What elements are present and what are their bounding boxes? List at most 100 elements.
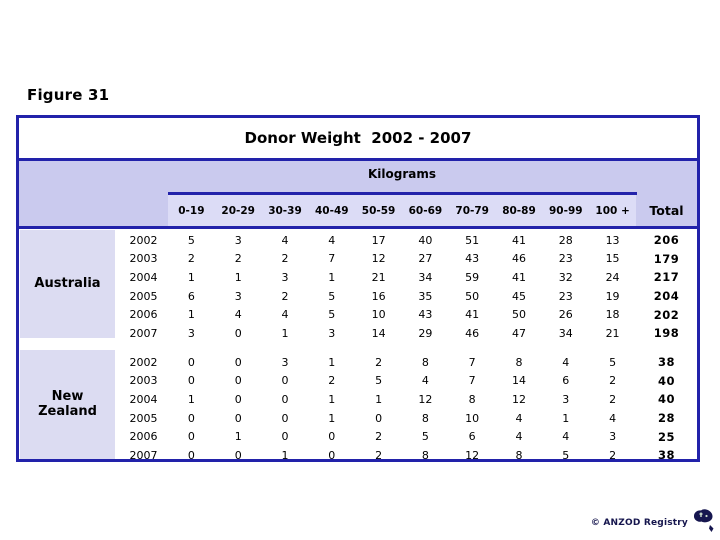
value-cell: 4 <box>281 233 289 247</box>
weight-range-header: 0-19 <box>178 204 205 217</box>
value-cell: 0 <box>187 411 195 425</box>
table-row: 2006 0 1 0 0 2 5 6 4 4 3 25 <box>119 427 697 446</box>
value-cell: 21 <box>371 270 386 284</box>
value-cell: 0 <box>234 374 242 388</box>
value-cell: 0 <box>281 374 289 388</box>
value-cell: 4 <box>515 430 523 444</box>
value-cell: 4 <box>609 411 617 425</box>
value-cell: 4 <box>328 233 336 247</box>
weight-range-header: 40-49 <box>314 204 349 217</box>
value-cell: 0 <box>281 430 289 444</box>
value-cell: 2 <box>234 252 242 266</box>
value-cell: 1 <box>234 430 242 444</box>
value-cell: 4 <box>234 308 242 322</box>
total-cell: 28 <box>657 411 675 426</box>
value-cell: 29 <box>418 326 433 340</box>
value-cell: 3 <box>234 289 242 303</box>
table-row: 2005 0 0 0 1 0 8 10 4 1 4 28 <box>119 409 697 428</box>
value-cell: 4 <box>515 411 523 425</box>
table-row: 2003 2 2 2 7 12 27 43 46 23 15 179 <box>119 250 697 269</box>
value-cell: 41 <box>511 270 526 284</box>
value-cell: 45 <box>511 289 526 303</box>
rows-new-zealand: 2002 0 0 3 1 2 8 7 8 4 5 38 2003 0 0 0 2 5 4 7 14 6 2 40 2004 1 0 0… <box>119 353 697 465</box>
value-cell: 0 <box>281 392 289 406</box>
total-cell: 198 <box>653 326 680 341</box>
table-row: 2003 0 0 0 2 5 4 7 14 6 2 40 <box>119 372 697 391</box>
value-cell: 3 <box>562 392 570 406</box>
table-title: Donor Weight 2002 - 2007 <box>19 118 697 161</box>
year-cell: 2002 <box>129 355 158 369</box>
value-cell: 2 <box>609 448 617 462</box>
weight-range-header: 80-89 <box>502 204 536 217</box>
value-cell: 23 <box>558 289 573 303</box>
value-cell: 34 <box>558 326 573 340</box>
value-cell: 50 <box>465 289 480 303</box>
value-cell: 7 <box>328 252 336 266</box>
value-cell: 16 <box>371 289 386 303</box>
value-cell: 1 <box>187 392 195 406</box>
value-cell: 1 <box>328 392 336 406</box>
donor-weight-table: Donor Weight 2002 - 2007 Kilograms 0-19 2… <box>16 115 700 462</box>
weight-range-header: 30-39 <box>268 204 302 217</box>
value-cell: 8 <box>421 355 429 369</box>
rows-australia: 2002 5 3 4 4 17 40 51 41 28 13 206 2003 2 2 2 7 12 27 43 46 2… <box>119 231 697 343</box>
value-cell: 1 <box>328 411 336 425</box>
value-cell: 10 <box>371 308 386 322</box>
value-cell: 2 <box>328 374 336 388</box>
value-cell: 8 <box>468 392 476 406</box>
value-cell: 0 <box>234 411 242 425</box>
weight-range-header: 50-59 <box>361 204 396 217</box>
value-cell: 21 <box>605 326 620 340</box>
table-row: 2004 1 0 0 1 1 12 8 12 3 2 40 <box>119 390 697 409</box>
weight-range-header: 70-79 <box>455 204 489 217</box>
value-cell: 41 <box>511 233 526 247</box>
year-cell: 2006 <box>129 430 158 444</box>
value-cell: 1 <box>328 270 336 284</box>
value-cell: 1 <box>562 411 570 425</box>
group-label-australia: Australia <box>20 230 115 338</box>
value-cell: 12 <box>371 252 386 266</box>
value-cell: 3 <box>609 430 617 444</box>
value-cell: 4 <box>562 355 570 369</box>
value-cell: 0 <box>187 448 195 462</box>
value-cell: 51 <box>465 233 480 247</box>
value-cell: 5 <box>609 355 617 369</box>
value-cell: 5 <box>421 430 429 444</box>
weight-range-header: 20-29 <box>221 204 255 217</box>
total-cell: 38 <box>657 448 675 463</box>
value-cell: 14 <box>371 326 386 340</box>
year-cell: 2003 <box>129 374 158 388</box>
table-header-band: Kilograms 0-19 20-29 30-39 40-49 50-59 60-69 7… <box>19 161 697 229</box>
value-cell: 1 <box>281 448 289 462</box>
weight-range-header: 60-69 <box>408 204 443 217</box>
table-row: 2005 6 3 2 5 16 35 50 45 23 19 204 <box>119 287 697 306</box>
value-cell: 5 <box>375 374 383 388</box>
table-row: 2002 5 3 4 4 17 40 51 41 28 13 206 <box>119 231 697 250</box>
year-cell: 2005 <box>129 411 158 425</box>
units-underline <box>168 192 637 195</box>
total-cell: 179 <box>653 251 680 266</box>
table-row: 2004 1 1 3 1 21 34 59 41 32 24 217 <box>119 268 697 287</box>
value-cell: 2 <box>609 374 617 388</box>
year-cell: 2003 <box>129 252 158 266</box>
value-cell: 0 <box>187 374 195 388</box>
value-cell: 3 <box>234 233 242 247</box>
year-cell: 2005 <box>129 289 158 303</box>
weight-range-header-row: 0-19 20-29 30-39 40-49 50-59 60-69 70-79 80-89 9… <box>168 195 636 226</box>
value-cell: 1 <box>187 308 195 322</box>
weight-range-header: 100 + <box>595 204 630 217</box>
total-cell: 217 <box>653 270 680 285</box>
value-cell: 19 <box>605 289 620 303</box>
value-cell: 8 <box>515 448 523 462</box>
value-cell: 0 <box>187 355 195 369</box>
value-cell: 0 <box>234 392 242 406</box>
total-cell: 38 <box>657 355 675 370</box>
value-cell: 2 <box>375 355 383 369</box>
value-cell: 6 <box>562 374 570 388</box>
value-cell: 0 <box>234 448 242 462</box>
value-cell: 0 <box>328 430 336 444</box>
total-cell: 40 <box>657 392 675 407</box>
value-cell: 41 <box>465 308 480 322</box>
value-cell: 5 <box>328 289 336 303</box>
value-cell: 4 <box>281 308 289 322</box>
